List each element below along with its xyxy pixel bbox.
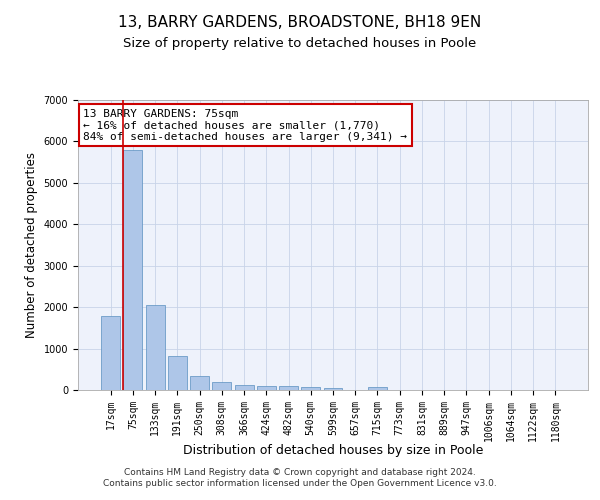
Bar: [368, 386, 387, 390]
Text: Contains HM Land Registry data © Crown copyright and database right 2024.
Contai: Contains HM Land Registry data © Crown c…: [103, 468, 497, 487]
Bar: [146, 305, 164, 390]
Text: Size of property relative to detached houses in Poole: Size of property relative to detached ho…: [124, 38, 476, 51]
Bar: [301, 386, 320, 390]
Bar: [235, 385, 254, 390]
Bar: [168, 356, 187, 390]
Bar: [257, 386, 276, 390]
Bar: [212, 382, 231, 390]
Text: 13, BARRY GARDENS, BROADSTONE, BH18 9EN: 13, BARRY GARDENS, BROADSTONE, BH18 9EN: [118, 15, 482, 30]
Y-axis label: Number of detached properties: Number of detached properties: [25, 152, 38, 338]
Bar: [279, 386, 298, 390]
Bar: [190, 376, 209, 390]
X-axis label: Distribution of detached houses by size in Poole: Distribution of detached houses by size …: [183, 444, 483, 456]
Bar: [101, 316, 120, 390]
Bar: [124, 150, 142, 390]
Text: 13 BARRY GARDENS: 75sqm
← 16% of detached houses are smaller (1,770)
84% of semi: 13 BARRY GARDENS: 75sqm ← 16% of detache…: [83, 108, 407, 142]
Bar: [323, 388, 343, 390]
